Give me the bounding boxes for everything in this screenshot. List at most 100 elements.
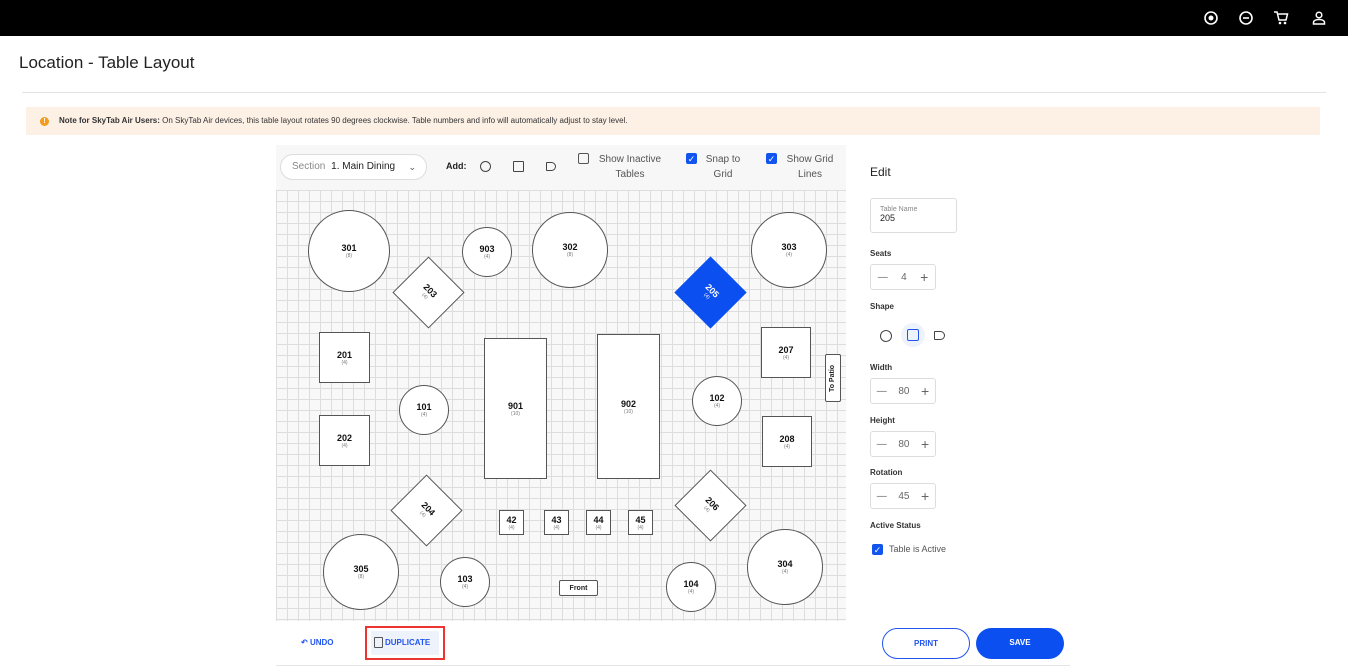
height-stepper[interactable]: — 80 + [870,431,936,457]
cart-icon[interactable] [1273,10,1289,26]
table-45[interactable]: 45 (4) [628,510,653,535]
height-label: Height [870,416,895,425]
floor-label[interactable]: To Patio [825,354,841,402]
table-seats: (4) [553,524,560,531]
plus-icon[interactable]: + [921,383,930,399]
info-icon: ! [40,117,49,126]
table-active-label: Table is Active [889,544,947,554]
note-bold: Note for SkyTab Air Users: [59,116,160,125]
table-44[interactable]: 44 (4) [586,510,611,535]
table-number: 103 [457,574,473,584]
table-seats: (4) [341,442,348,449]
shape-square-option[interactable] [901,323,925,347]
snap-to-grid-label: Snap to Grid [705,154,741,180]
table-seats: (4) [783,443,791,450]
table-number: 208 [779,433,795,444]
width-label: Width [870,363,893,372]
table-number: 902 [620,398,637,409]
seats-stepper[interactable]: — 4 + [870,264,936,290]
table-203[interactable]: 203 (4) [392,256,465,329]
table-304[interactable]: 304 (4) [747,529,823,605]
table-302[interactable]: 302 (8) [532,212,608,288]
table-number: 901 [507,400,524,411]
snap-to-grid-checkbox[interactable]: ✓ [686,153,697,164]
table-number: 202 [336,432,353,443]
table-active-checkbox[interactable]: ✓ [872,544,883,555]
table-104[interactable]: 104 (4) [666,562,716,612]
table-43[interactable]: 43 (4) [544,510,569,535]
width-stepper[interactable]: — 80 + [870,378,936,404]
print-button[interactable]: PRINT [882,628,970,659]
rotation-stepper[interactable]: — 45 + [870,483,936,509]
save-button[interactable]: SAVE [976,628,1064,659]
table-42[interactable]: 42 (4) [499,510,524,535]
show-inactive-checkbox[interactable] [578,153,589,164]
table-301[interactable]: 301 (8) [308,210,390,292]
undo-button[interactable]: ↶ UNDO [301,638,334,647]
table-number: 301 [341,243,357,253]
table-208[interactable]: 208 (4) [762,416,812,467]
width-value: 80 [898,385,910,397]
table-number: 102 [709,393,725,403]
table-seats: (4) [687,589,695,595]
floor-plan-canvas[interactable]: 301 (8) 903 (4) 302 (8) 303 (4) 203 (4) 205 (4) 201(… [276,190,846,621]
table-number: 305 [353,564,369,574]
add-square-table-button[interactable] [513,161,524,172]
minus-icon[interactable]: — [876,490,887,502]
table-902[interactable]: 902 (10) [597,334,660,479]
table-101[interactable]: 101 (4) [399,385,449,435]
top-bar [0,0,1348,36]
duplicate-button-highlight: DUPLICATE [365,626,445,660]
table-seats: (8) [566,252,574,258]
table-seats: (4) [637,524,644,531]
table-903[interactable]: 903 (4) [462,227,512,277]
table-number: 42 [506,514,517,525]
section-label: Section [292,161,326,172]
floor-label[interactable]: Front [559,580,598,596]
skytab-note-banner: ! Note for SkyTab Air Users: On SkyTab A… [26,107,1320,135]
table-number: 303 [781,242,797,252]
table-207[interactable]: 207 (4) [761,327,811,378]
table-305[interactable]: 305 (8) [323,534,399,610]
minus-icon[interactable]: — [877,271,888,283]
table-number: 304 [777,559,793,569]
plus-icon[interactable]: + [921,488,930,504]
table-206[interactable]: 206 (4) [674,469,747,542]
divider [22,92,1326,93]
table-seats: (10) [511,410,520,417]
minus-icon[interactable]: — [876,438,887,450]
table-901[interactable]: 901 (10) [484,338,547,479]
table-name-value: 205 [880,213,896,223]
table-number: 101 [416,402,432,412]
table-seats: (4) [420,412,428,418]
add-circle-table-button[interactable] [480,161,491,172]
section-value: 1. Main Dining [331,161,396,172]
table-number: 43 [551,514,562,525]
plus-icon[interactable]: + [920,269,929,285]
table-201[interactable]: 201 (4) [319,332,370,383]
table-seats: (4) [483,254,491,260]
table-103[interactable]: 103 (4) [440,557,490,607]
shape-label-option[interactable] [929,326,949,346]
table-202[interactable]: 202 (4) [319,415,370,466]
undo-icon: ↶ [301,638,308,647]
table-205[interactable]: 205 (4) [674,256,747,329]
plus-icon[interactable]: + [921,436,930,452]
show-grid-checkbox[interactable]: ✓ [766,153,777,164]
add-label-button[interactable] [546,162,556,171]
record-icon[interactable] [1203,10,1219,26]
footer-bar: ↶ UNDO DUPLICATE PRINT SAVE [276,621,1070,666]
table-102[interactable]: 102 (4) [692,376,742,426]
chat-icon[interactable] [1238,10,1254,26]
duplicate-button[interactable]: DUPLICATE [371,631,439,655]
table-303[interactable]: 303 (4) [751,212,827,288]
minus-icon[interactable]: — [876,385,887,397]
user-icon[interactable] [1311,10,1327,26]
table-name-input[interactable]: Table Name 205 [870,198,957,233]
section-select[interactable]: Section 1. Main Dining ⌄ [280,154,427,180]
show-grid-label: Show Grid Lines [786,154,834,180]
table-204[interactable]: 204 (4) [390,474,463,547]
table-number: 104 [683,579,699,589]
seats-label: Seats [870,249,892,258]
shape-circle-option[interactable] [876,326,896,346]
